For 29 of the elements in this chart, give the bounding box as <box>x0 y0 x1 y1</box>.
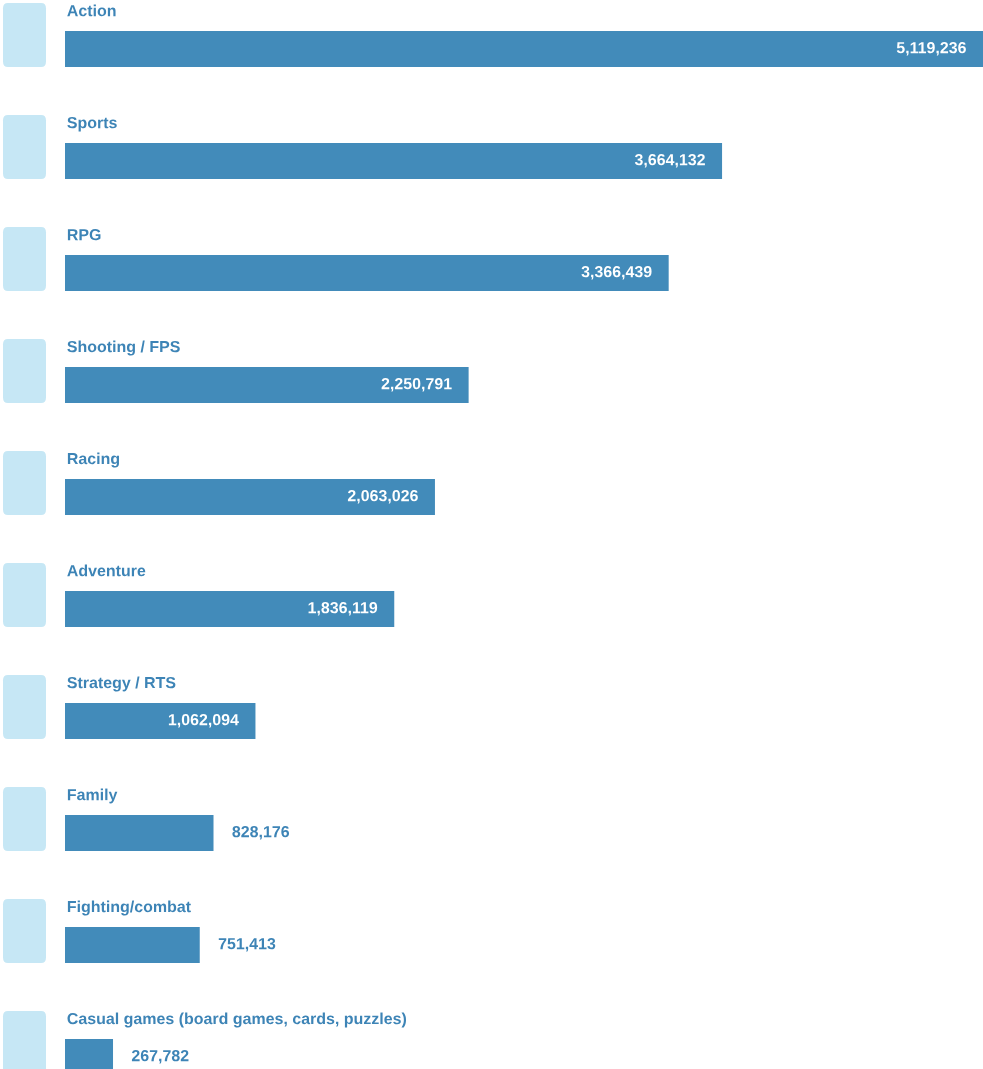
data-label: 751,413 <box>218 937 276 952</box>
y-tick-label: Racing <box>67 452 120 468</box>
y-tick-label: Action <box>67 4 116 17</box>
y-tick-label: Adventure <box>67 564 146 577</box>
y-tick-label: Sports <box>67 116 117 132</box>
bar <box>65 143 723 179</box>
bar <box>65 255 669 291</box>
bar <box>65 927 200 963</box>
y-tick-label: Strategy / RTS <box>67 676 176 692</box>
data-label: 267,782 <box>131 1049 189 1064</box>
data-label: 1,062,094 <box>168 713 239 728</box>
bar <box>65 591 395 627</box>
y-tick-label: Casual games (board games, cards, puzzles) <box>67 1012 407 1028</box>
data-label: 5,119,236 <box>896 41 966 56</box>
y-tick-label: Fighting/combat <box>67 900 191 916</box>
data-label: 1,836,119 <box>308 601 378 616</box>
data-label: 2,063,026 <box>347 489 418 504</box>
bar <box>65 479 435 515</box>
data-label: 828,176 <box>232 825 290 840</box>
bar <box>65 367 469 403</box>
bar <box>65 703 256 739</box>
bar <box>65 31 983 67</box>
y-tick-label: Family <box>67 788 118 804</box>
bar <box>65 815 214 851</box>
data-label: 3,366,439 <box>581 265 652 280</box>
data-label: 2,250,791 <box>381 377 452 392</box>
data-label: 3,664,132 <box>634 153 705 168</box>
y-tick-label: Shooting / FPS <box>67 340 180 356</box>
y-tick-label: RPG <box>67 228 101 241</box>
